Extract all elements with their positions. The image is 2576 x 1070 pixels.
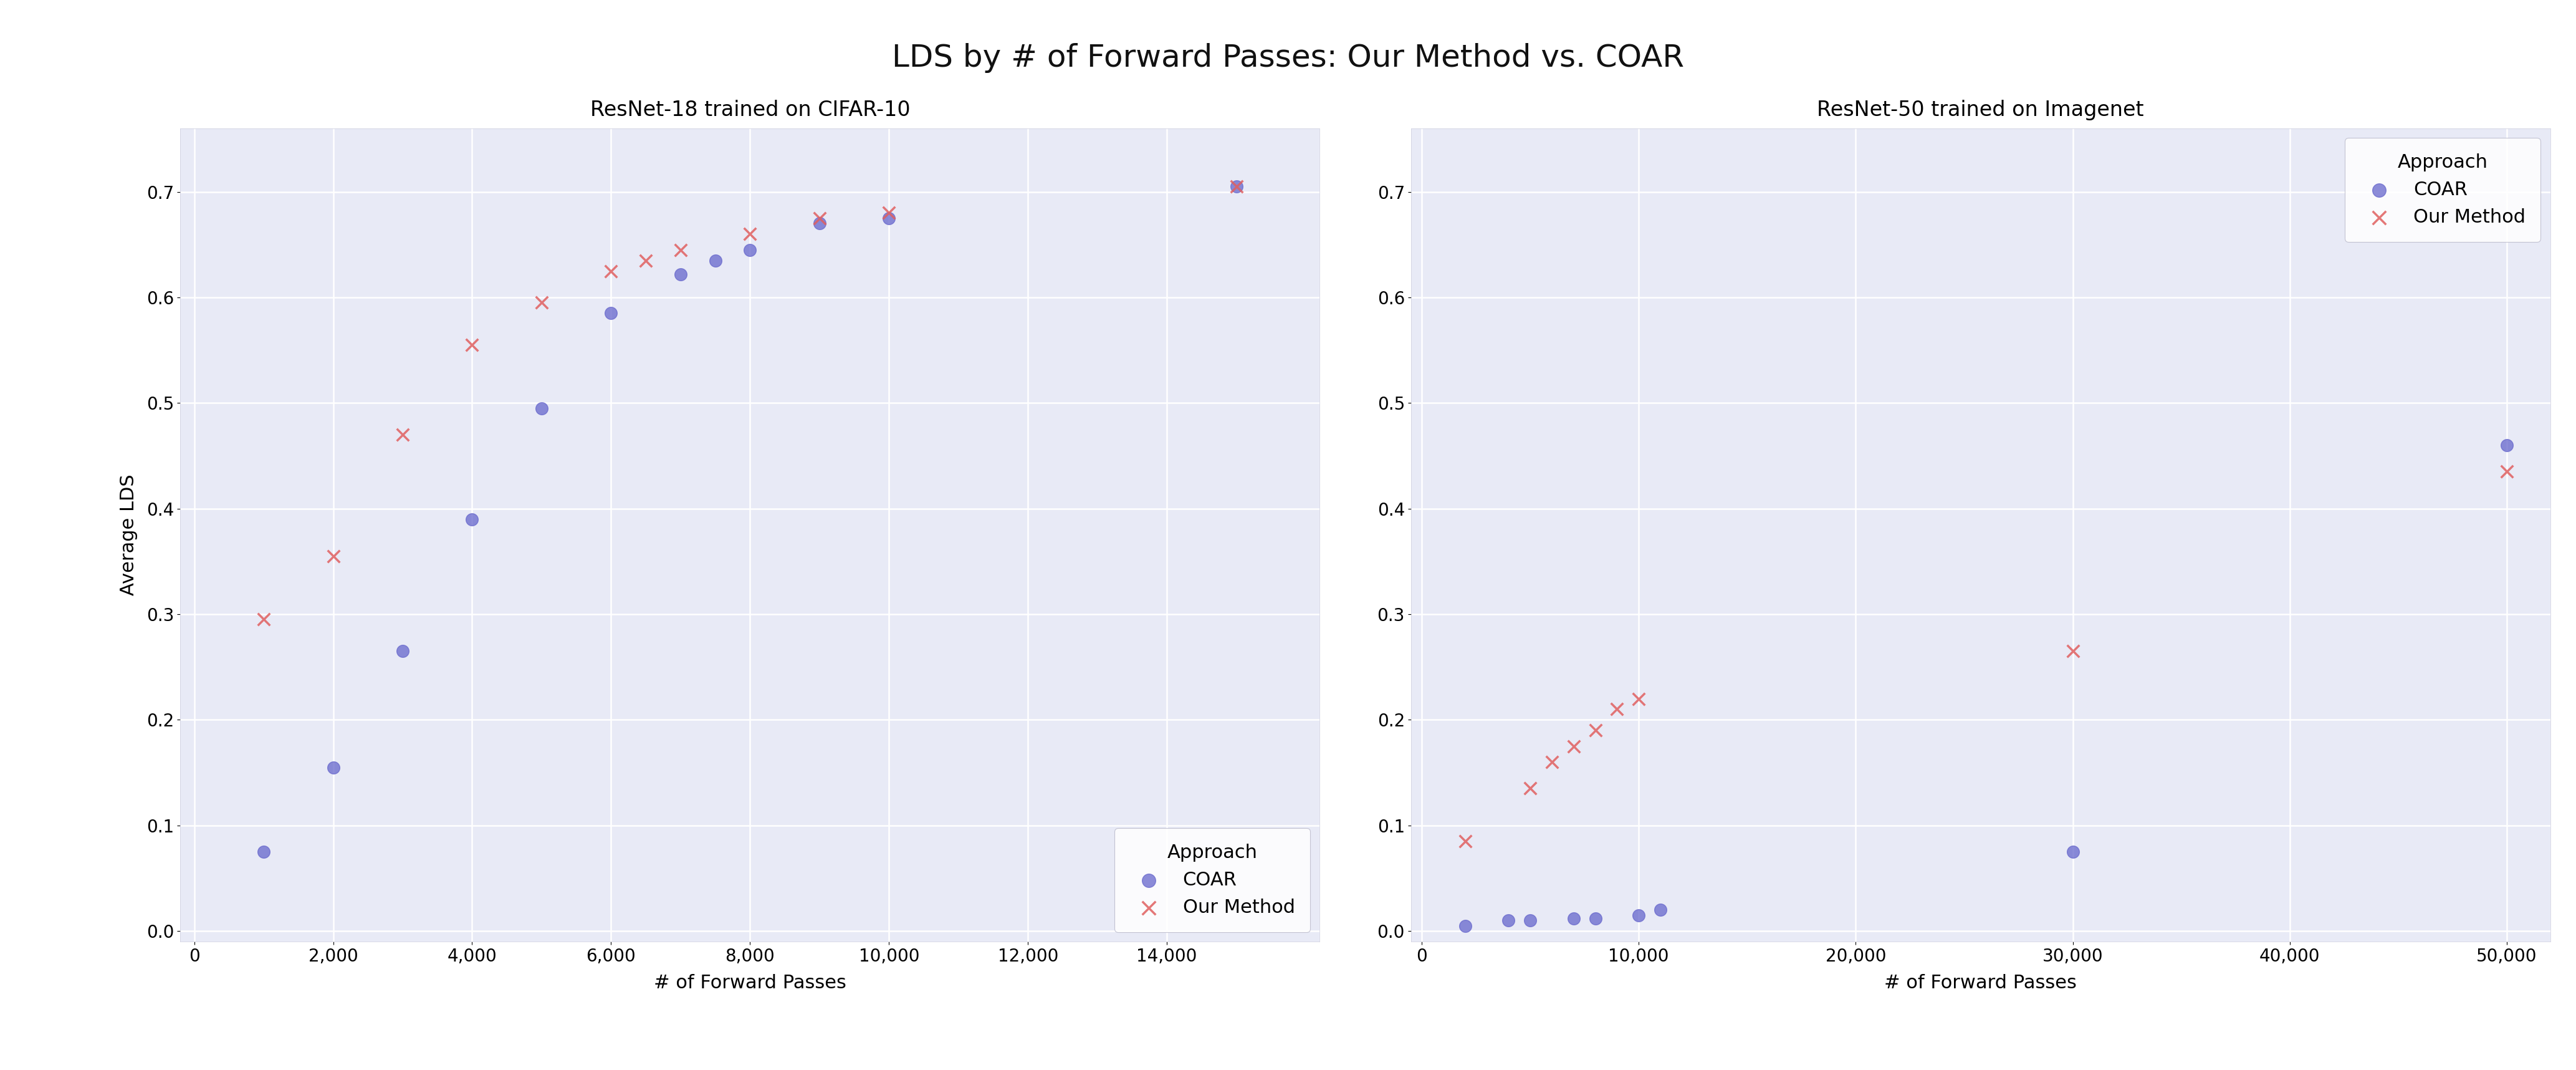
Our Method [381, 426, 422, 443]
Our Method [1445, 832, 1486, 850]
COAR [1216, 178, 1257, 195]
COAR [868, 210, 909, 227]
Our Method [729, 226, 770, 243]
Legend: COAR, Our Method: COAR, Our Method [2344, 138, 2540, 242]
COAR [696, 251, 737, 269]
Our Method [1216, 178, 1257, 195]
Our Method [590, 262, 631, 279]
Our Method [799, 210, 840, 227]
COAR [590, 305, 631, 322]
Our Method [1574, 722, 1615, 739]
Our Method [312, 548, 353, 565]
COAR [1489, 912, 1530, 929]
Our Method [520, 294, 562, 311]
X-axis label: # of Forward Passes: # of Forward Passes [1883, 974, 2076, 992]
Our Method [242, 611, 283, 628]
COAR [1553, 910, 1595, 927]
Our Method [1510, 780, 1551, 797]
COAR [1445, 917, 1486, 934]
X-axis label: # of Forward Passes: # of Forward Passes [654, 974, 848, 992]
Our Method [868, 204, 909, 221]
Our Method [2486, 463, 2527, 480]
COAR [2486, 437, 2527, 454]
Our Method [1553, 737, 1595, 754]
Our Method [659, 242, 701, 259]
Our Method [626, 251, 667, 269]
COAR [729, 242, 770, 259]
Title: ResNet-18 trained on CIFAR-10: ResNet-18 trained on CIFAR-10 [590, 101, 909, 121]
Our Method [451, 336, 492, 353]
COAR [451, 510, 492, 528]
COAR [381, 643, 422, 660]
Our Method [1618, 690, 1659, 707]
Title: ResNet-50 trained on Imagenet: ResNet-50 trained on Imagenet [1816, 101, 2143, 121]
COAR [520, 400, 562, 417]
COAR [242, 843, 283, 860]
Text: LDS by # of Forward Passes: Our Method vs. COAR: LDS by # of Forward Passes: Our Method v… [891, 43, 1685, 73]
Our Method [1597, 701, 1638, 718]
COAR [1641, 901, 1682, 918]
COAR [1618, 906, 1659, 923]
COAR [659, 265, 701, 282]
COAR [1510, 912, 1551, 929]
Legend: COAR, Our Method: COAR, Our Method [1115, 828, 1311, 932]
Y-axis label: Average LDS: Average LDS [121, 474, 139, 596]
COAR [799, 215, 840, 232]
Our Method [2053, 643, 2094, 660]
Our Method [1530, 753, 1571, 770]
COAR [312, 759, 353, 776]
COAR [2053, 843, 2094, 860]
COAR [1574, 910, 1615, 927]
